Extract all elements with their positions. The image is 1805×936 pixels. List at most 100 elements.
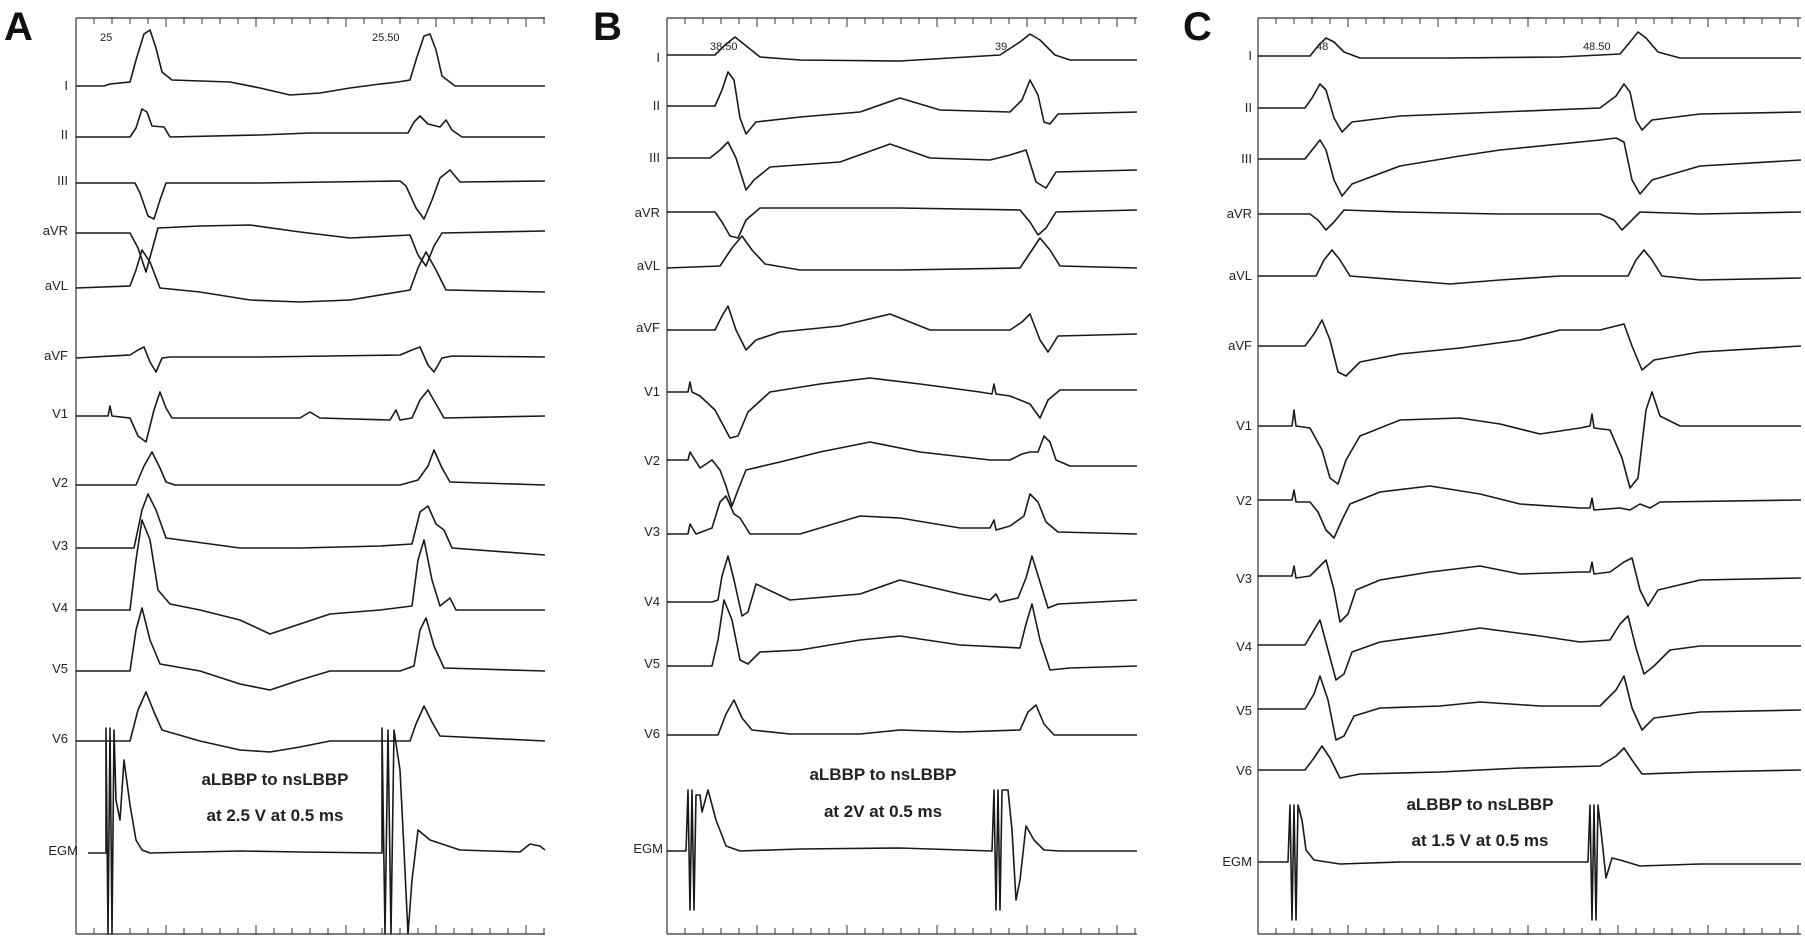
trace-V6 (76, 691, 546, 753)
trace-II (1258, 83, 1802, 133)
lead-label-V1: V1 (52, 406, 68, 421)
annotation-line-2: at 2.5 V at 0.5 ms (206, 806, 343, 825)
time-ticks-top (684, 18, 1136, 27)
trace-V3 (667, 493, 1138, 535)
lead-label-V3: V3 (644, 524, 660, 539)
lead-label-V5: V5 (644, 656, 660, 671)
trace-EGM (667, 789, 1137, 911)
ecg-traces (666, 33, 1138, 911)
lead-label-V3: V3 (1236, 571, 1252, 586)
annotation-line-2: at 1.5 V at 0.5 ms (1411, 831, 1548, 850)
time-ticks-bottom (684, 925, 1136, 934)
trace-V2 (76, 449, 546, 486)
lead-label-aVL: aVL (1229, 268, 1252, 283)
lead-label-I: I (656, 50, 660, 65)
trace-EGM (88, 727, 546, 935)
trace-aVL (666, 235, 1138, 271)
lead-label-V1: V1 (644, 384, 660, 399)
trace-V5 (76, 607, 546, 691)
trace-V1 (667, 377, 1137, 439)
time-label-end: 48.50 (1583, 41, 1611, 53)
lead-label-V4: V4 (52, 600, 68, 615)
lead-label-III: III (1241, 151, 1252, 166)
lead-labels: I II III aVR aVL aVF V1 V2 V3 V4 V5 V6 E… (1222, 48, 1252, 869)
lead-label-aVF: aVF (636, 320, 660, 335)
lead-labels: I II III aVR aVL aVF V1 V2 V3 V4 V5 V6 E… (633, 50, 663, 856)
lead-label-V2: V2 (644, 453, 660, 468)
lead-labels: I II III aVR aVL aVF V1 V2 V3 V4 V5 V6 E… (43, 78, 78, 858)
trace-II (76, 108, 545, 138)
annotation-line-1: aLBBP to nsLBBP (201, 770, 348, 789)
lead-label-aVL: aVL (45, 278, 68, 293)
lead-label-II: II (1245, 100, 1252, 115)
trace-aVL (1258, 249, 1802, 285)
lead-label-II: II (61, 127, 68, 142)
trace-V3 (76, 493, 546, 556)
trace-aVF (75, 346, 546, 373)
lead-label-II: II (653, 98, 660, 113)
lead-label-V6: V6 (644, 726, 660, 741)
timing-frame (1257, 17, 1801, 935)
lead-label-V3: V3 (52, 538, 68, 553)
lead-label-V6: V6 (52, 731, 68, 746)
lead-label-V2: V2 (52, 475, 68, 490)
lead-label-aVR: aVR (635, 205, 660, 220)
lead-label-EGM: EGM (633, 841, 663, 856)
panel-c: C 48 48.50 I II III aVR aVL aVF V1 V2 V3… (1183, 5, 1802, 935)
ecg-traces (1258, 31, 1802, 921)
trace-III (667, 141, 1138, 191)
panel-a: A 25 25.50 I II III aVR aVL aVF V1 V2 V3… (4, 5, 546, 935)
trace-V3 (1258, 557, 1802, 623)
time-label-end: 39 (995, 41, 1007, 53)
trace-V6 (667, 699, 1137, 736)
trace-I (1258, 31, 1801, 59)
panel-letter: A (4, 5, 33, 49)
ecg-traces (75, 29, 546, 935)
trace-V4 (667, 555, 1138, 617)
annotation-line-2: at 2V at 0.5 ms (824, 802, 942, 821)
lead-label-aVF: aVF (1228, 338, 1252, 353)
timing-frame (75, 17, 545, 935)
lead-label-aVF: aVF (44, 348, 68, 363)
trace-V1 (1258, 391, 1801, 489)
trace-I (667, 33, 1137, 62)
trace-V2 (667, 435, 1137, 507)
annotation-line-1: aLBBP to nsLBBP (1406, 795, 1553, 814)
trace-III (76, 169, 546, 220)
trace-V4 (76, 519, 545, 635)
trace-aVL (75, 249, 546, 303)
lead-label-I: I (64, 78, 68, 93)
lead-label-I: I (1248, 48, 1252, 63)
trace-II (667, 71, 1138, 135)
lead-label-V5: V5 (52, 661, 68, 676)
lead-label-aVR: aVR (43, 223, 68, 238)
trace-EGM (1258, 804, 1801, 921)
annotation-line-1: aLBBP to nsLBBP (809, 765, 956, 784)
panel-letter: C (1183, 5, 1212, 49)
trace-aVR (1258, 209, 1802, 231)
panel-letter: B (593, 5, 622, 49)
lead-label-V1: V1 (1236, 418, 1252, 433)
lead-label-V4: V4 (1236, 639, 1252, 654)
lead-label-EGM: EGM (1222, 854, 1252, 869)
time-ticks-bottom (93, 925, 545, 934)
lead-label-III: III (649, 150, 660, 165)
trace-V5 (667, 599, 1138, 671)
lead-label-III: III (57, 173, 68, 188)
trace-aVF (1258, 319, 1802, 377)
trace-V1 (76, 389, 546, 443)
time-label-end: 25.50 (372, 32, 400, 44)
lead-label-V2: V2 (1236, 493, 1252, 508)
time-ticks-top (1275, 18, 1799, 27)
time-ticks-bottom (1275, 925, 1799, 934)
trace-I (76, 29, 545, 96)
lead-label-aVL: aVL (637, 258, 660, 273)
trace-V5 (1258, 675, 1802, 741)
time-label-start: 25 (100, 32, 112, 44)
lead-label-V4: V4 (644, 594, 660, 609)
trace-aVR (76, 224, 546, 273)
time-ticks-top (93, 18, 545, 27)
trace-V6 (1258, 745, 1802, 779)
lead-label-aVR: aVR (1227, 206, 1252, 221)
